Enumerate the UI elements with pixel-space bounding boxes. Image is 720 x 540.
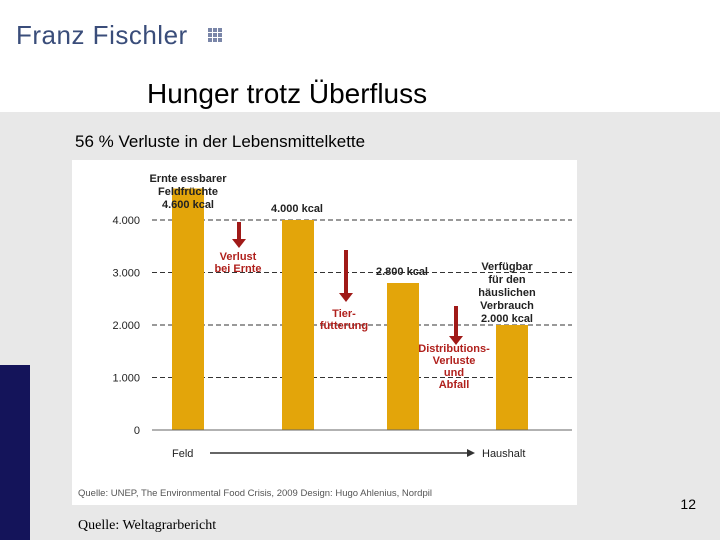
bar-label: Feldfrüchte [158,186,218,198]
logo: Franz Fischler [16,20,188,50]
loss-label: Abfall [439,379,470,391]
bar-label: 2.800 kcal [376,266,428,278]
page-number: 12 [680,496,696,512]
loss-label: bei Ernte [214,263,261,275]
y-tick-label: 4.000 [112,215,140,227]
loss-label: Verluste [433,355,476,367]
bar [387,283,419,430]
bar-label: Verbrauch [480,300,534,312]
y-tick-label: 1.000 [112,373,140,385]
slide-subtitle: 56 % Verluste in der Lebensmittelkette [75,132,366,151]
bar [496,325,528,430]
source-note: Quelle: Weltagrarbericht [78,518,217,533]
loss-label: Distributions- [418,343,490,355]
bar [172,188,204,430]
loss-arrow-head [339,293,353,302]
slide-title: Hunger trotz Überfluss [147,78,428,109]
bar-label: 4.600 kcal [162,199,214,211]
chart-container: 0 1.000 2.000 3.000 4.000 Ernte essbarer Feldf… [72,160,577,505]
x-axis-end-label: Haushalt [482,448,525,460]
title-band [0,60,720,112]
bar [282,220,314,430]
loss-label: Verlust [220,251,257,263]
header: Franz Fischler [0,0,720,60]
bar-label: Verfügbar [481,261,533,273]
bar-label: häuslichen [478,287,536,299]
x-axis-arrow-head [467,449,475,457]
y-tick-label: 3.000 [112,268,140,280]
y-tick-label: 0 [134,425,140,437]
bar-label: 2.000 kcal [481,313,533,325]
loss-label: fütterung [320,320,368,332]
x-axis-start-label: Feld [172,448,193,460]
bar-label: Ernte essbarer [149,173,227,185]
navy-accent-bar [0,365,30,540]
chart-credit: Quelle: UNEP, The Environmental Food Cri… [78,488,432,499]
bar-label: für den [488,274,526,286]
bar-label: 4.000 kcal [271,203,323,215]
y-tick-label: 2.000 [112,320,140,332]
loss-arrow-head [232,239,246,248]
logo-grid-icon [208,28,222,42]
loss-label: Tier- [332,308,356,320]
loss-arrow-head [449,336,463,345]
loss-label: und [444,367,464,379]
